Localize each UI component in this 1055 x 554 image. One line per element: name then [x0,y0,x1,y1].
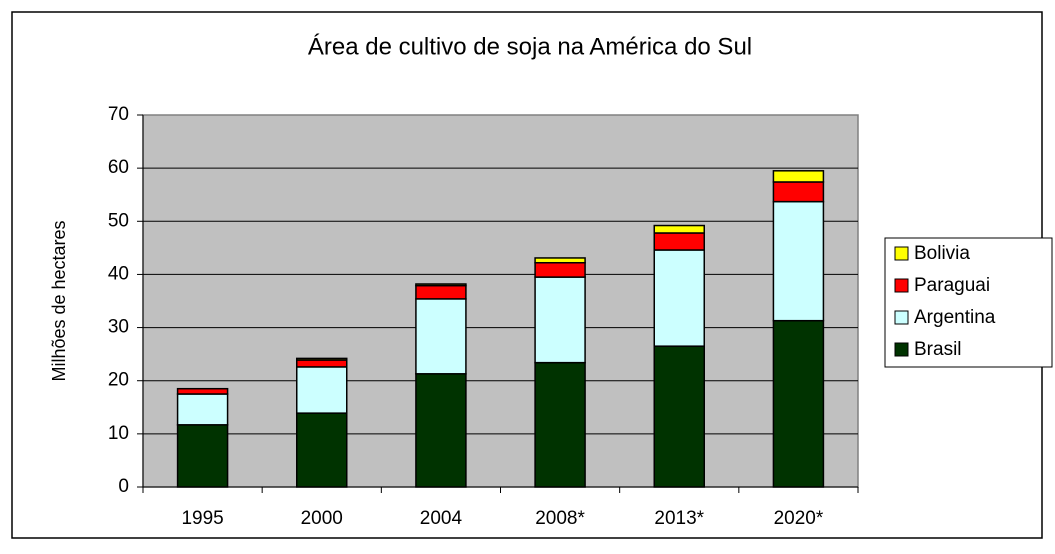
y-tick-label: 40 [108,263,129,284]
legend-label: Paraguai [914,275,990,296]
y-tick-label: 60 [108,157,129,178]
y-axis-label: Milhões de hectares [49,220,69,381]
bar-segment [296,412,348,488]
bar-segment [176,393,229,426]
y-tick-label: 0 [118,476,129,497]
legend-swatch [894,278,909,293]
legend-label: Argentina [914,307,996,328]
bar-segment [296,366,348,414]
y-tick-label: 50 [108,210,129,231]
y-tick-label: 10 [108,423,129,444]
x-tick-label: 2000 [301,508,343,529]
plot-area [142,114,859,488]
bar-segment [772,181,825,203]
x-tick-label: 2008* [535,508,585,529]
legend-label: Bolivia [914,243,970,264]
legend-label: Brasil [914,339,962,360]
bar-segment [534,257,586,264]
bar-segment [415,373,467,488]
bar-segment [415,283,467,287]
legend-swatch [894,342,909,357]
bar-segment [534,276,586,364]
y-tick-label: 20 [108,370,129,391]
bar-segment [653,249,705,347]
bar-segment [534,361,586,488]
bar-segment [772,319,825,488]
bar-segment [653,232,705,251]
x-tick-label: 2004 [420,508,463,529]
chart-title: Área de cultivo de soja na América do Su… [308,33,752,60]
bar-segment [176,387,229,395]
bar-segment [653,345,705,488]
y-tick-label: 70 [108,104,129,125]
bar-segment [772,200,825,322]
bar-segment [296,357,348,361]
legend [884,237,1053,368]
legend-swatch [894,246,909,261]
x-tick-label: 1995 [181,508,223,529]
x-tick-label: 2020* [774,508,824,529]
bar-segment [653,224,705,234]
x-tick-label: 2013* [654,508,704,529]
bar-segment [296,359,348,368]
bar-segment [534,261,586,278]
bar-segment [415,284,467,300]
legend-swatch [894,310,909,325]
bar-segment [772,170,825,183]
bar-segment [415,298,467,375]
bar-segment [176,424,229,488]
y-tick-label: 30 [108,317,129,338]
